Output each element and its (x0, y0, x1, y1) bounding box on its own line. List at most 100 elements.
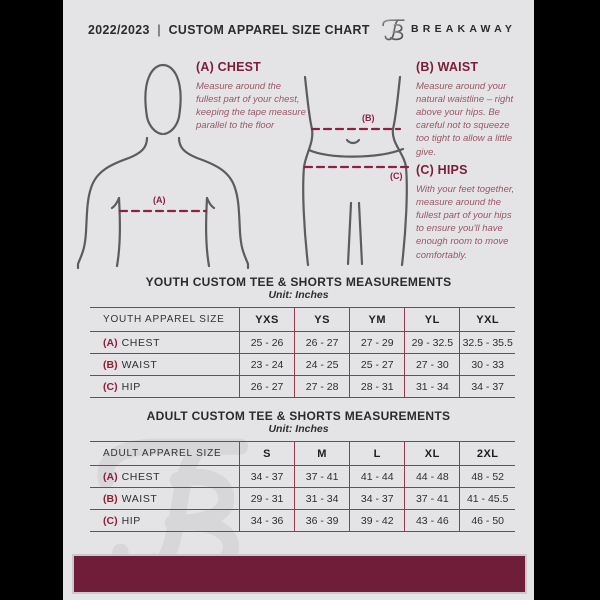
adult-hip-row: (C) HIP 34 - 36 36 - 39 39 - 42 43 - 46 4… (90, 509, 515, 532)
youth-size-ym: YM (349, 307, 405, 332)
cell: 37 - 41 (294, 465, 350, 488)
brand-name: BREAKAWAY (411, 23, 517, 35)
row-label: (C) HIP (90, 376, 240, 398)
marker-a-label: (A) (153, 195, 166, 205)
cell: 44 - 48 (404, 465, 460, 488)
cell: 31 - 34 (294, 487, 350, 510)
chest-guide-description: Measure around the fullest part of your … (196, 81, 306, 132)
adult-size-2xl: 2XL (459, 441, 515, 466)
marker-b-label: (B) (362, 113, 375, 123)
figure-navel (345, 138, 361, 145)
header-year: 2022/2023 (88, 22, 150, 37)
waist-guide-description: Measure around your natural waistline – … (416, 81, 514, 158)
row-prefix: (C) (103, 380, 118, 393)
cell: 28 - 31 (349, 375, 405, 398)
row-name: CHEST (121, 336, 161, 349)
cell: 25 - 27 (349, 353, 405, 376)
row-label: (B) WAIST (90, 354, 240, 376)
cell: 36 - 39 (294, 509, 350, 532)
cell: 34 - 37 (238, 465, 295, 488)
adult-table-header-row: ADULT APPAREL SIZE S M L XL 2XL (90, 441, 515, 466)
cell: 31 - 34 (404, 375, 460, 398)
adult-table-title: ADULT CUSTOM TEE & SHORTS MEASUREMENTS (146, 409, 451, 423)
figure-inner-legs (346, 201, 364, 266)
figure-head-right (144, 63, 182, 136)
brand-lockup: BREAKAWAY (381, 14, 516, 44)
adult-size-table: ADULT APPAREL SIZE S M L XL 2XL (A) CHEST… (90, 441, 515, 532)
cell: 41 - 44 (349, 465, 405, 488)
cell: 34 - 37 (459, 375, 515, 398)
cell: 24 - 25 (294, 353, 350, 376)
cell: 27 - 29 (349, 331, 405, 354)
cell: 26 - 27 (238, 375, 295, 398)
marker-c-label: (C) (390, 171, 403, 181)
cell: 27 - 28 (294, 375, 350, 398)
cell: 25 - 26 (238, 331, 295, 354)
cell: 26 - 27 (294, 331, 350, 354)
youth-size-table: YOUTH APPAREL SIZE YXS YS YM YL YXL (A) C… (90, 307, 515, 398)
row-label: (A) CHEST (90, 466, 240, 488)
youth-size-ys: YS (294, 307, 350, 332)
chest-guide-heading: (A) CHEST (196, 60, 261, 74)
hips-guide-description: With your feet together, measure around … (416, 184, 515, 261)
row-prefix: (B) (103, 358, 118, 371)
adult-table-unit: Unit: Inches (268, 423, 329, 435)
row-label: (C) HIP (90, 510, 240, 532)
cell: 27 - 30 (404, 353, 460, 376)
adult-size-xl: XL (404, 441, 460, 466)
figure-waist-right (391, 75, 408, 267)
cell: 23 - 24 (238, 353, 295, 376)
row-prefix: (C) (103, 514, 118, 527)
youth-size-yxl: YXL (459, 307, 515, 332)
cell: 30 - 33 (459, 353, 515, 376)
adult-size-s: S (238, 441, 295, 466)
row-prefix: (A) (103, 336, 118, 349)
youth-hip-row: (C) HIP 26 - 27 27 - 28 28 - 31 31 - 34 3… (90, 375, 515, 398)
figure-right-arm (177, 136, 250, 270)
cell: 29 - 31 (238, 487, 295, 510)
figure-hip-curve (307, 147, 405, 158)
cell: 46 - 50 (459, 509, 515, 532)
adult-size-col-header: ADULT APPAREL SIZE (103, 448, 222, 459)
figure-waist-left (302, 75, 314, 267)
youth-table-title: YOUTH CUSTOM TEE & SHORTS MEASUREMENTS (145, 275, 452, 289)
cell: 43 - 46 (404, 509, 460, 532)
header-divider: | (157, 22, 162, 37)
adult-waist-row: (B) WAIST 29 - 31 31 - 34 34 - 37 37 - 41… (90, 487, 515, 510)
cell: 41 - 45.5 (459, 487, 515, 510)
page-title: CUSTOM APPAREL SIZE CHART (168, 22, 370, 37)
cell: 37 - 41 (404, 487, 460, 510)
adult-size-m: M (294, 441, 350, 466)
cell: 34 - 37 (349, 487, 405, 510)
figure-left-arm (76, 136, 149, 270)
youth-table-header-row: YOUTH APPAREL SIZE YXS YS YM YL YXL (90, 307, 515, 332)
row-prefix: (B) (103, 492, 118, 505)
waist-guide-heading: (B) WAIST (416, 60, 479, 74)
youth-size-col-header: YOUTH APPAREL SIZE (103, 314, 225, 325)
chest-guide: (A) CHEST Measure around the fullest par… (196, 60, 308, 132)
row-name: WAIST (121, 358, 158, 371)
figure-right-armpit (205, 196, 216, 268)
row-name: HIP (121, 380, 141, 393)
size-chart-page: 2022/2023 | CUSTOM APPAREL SIZE CHART BREA… (63, 0, 534, 600)
cell: 32.5 - 35.5 (459, 331, 515, 354)
row-name: WAIST (121, 492, 158, 505)
figure-head-left (145, 115, 164, 136)
body-measurement-diagram (76, 63, 410, 270)
youth-table-unit: Unit: Inches (268, 289, 329, 301)
figure-left-armpit (110, 196, 121, 268)
breakaway-b-logo-icon (382, 19, 405, 41)
hips-guide: (C) HIPS With your feet together, measur… (416, 163, 516, 262)
waist-guide: (B) WAIST Measure around your natural wa… (416, 60, 514, 159)
cell: 29 - 32.5 (404, 331, 460, 354)
footer-bar (72, 554, 527, 594)
cell: 34 - 36 (238, 509, 295, 532)
row-label: (B) WAIST (90, 488, 240, 510)
youth-size-yl: YL (404, 307, 460, 332)
cell: 48 - 52 (459, 465, 515, 488)
cell: 39 - 42 (349, 509, 405, 532)
youth-chest-row: (A) CHEST 25 - 26 26 - 27 27 - 29 29 - 32… (90, 331, 515, 354)
youth-size-yxs: YXS (238, 307, 295, 332)
hips-guide-heading: (C) HIPS (416, 163, 468, 177)
